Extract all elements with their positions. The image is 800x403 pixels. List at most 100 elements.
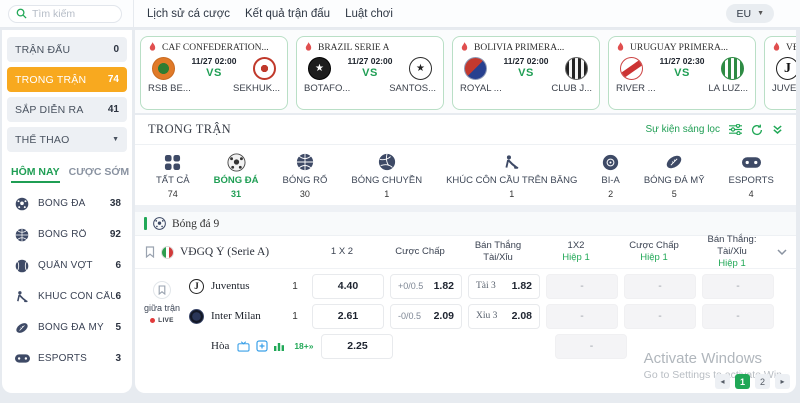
- page-1-button[interactable]: 1: [735, 374, 750, 389]
- column-header-handicap: Cược Chấp: [395, 246, 445, 258]
- sidebar-sport-esports[interactable]: ESPORTS 3: [2, 343, 132, 374]
- page-next-button[interactable]: ▸: [775, 374, 790, 389]
- billiards-icon: [602, 152, 619, 172]
- sport-count: 3: [115, 353, 121, 364]
- tab-billiards[interactable]: BI-A 2: [589, 152, 631, 199]
- nav-rules[interactable]: Luật chơi: [345, 7, 393, 20]
- nav-match-results[interactable]: Kết quả trận đấu: [245, 7, 331, 20]
- odds-over[interactable]: Tài 3 1.82: [468, 273, 540, 299]
- tab-hom-nay[interactable]: HÔM NAY: [11, 166, 60, 183]
- sidebar-item-tran-dau[interactable]: TRẬN ĐẤU 0: [7, 37, 127, 62]
- tab-count: 2: [608, 189, 614, 199]
- tab-basketball[interactable]: BÓNG RỔ 30: [270, 152, 339, 199]
- search-box[interactable]: [8, 4, 122, 23]
- odds-half-handicap-empty: -: [624, 273, 696, 299]
- hot-flame-icon: [461, 42, 468, 51]
- handicap-odds: 1.82: [433, 280, 454, 292]
- tab-cuoc-som[interactable]: CƯỢC SỚM: [68, 166, 130, 178]
- sport-label: QUẦN VỢT: [38, 260, 93, 271]
- draw-label: Hòa: [211, 340, 230, 352]
- odds-format-selector[interactable]: EU ▼: [726, 4, 774, 23]
- match-time: 11/27 02:30: [659, 56, 705, 67]
- league-header-row: VĐGQ Ý (Serie A) 1 X 2 Cược Chấp Bán Thắ…: [135, 234, 796, 269]
- nav-bet-history[interactable]: Lịch sử cá cược: [147, 7, 231, 20]
- match-time: 11/27 02:00: [347, 56, 393, 67]
- pitch-view-icon[interactable]: [256, 340, 268, 352]
- odds-handicap[interactable]: +0/0.5 1.82: [390, 273, 462, 299]
- tab-volleyball[interactable]: BÓNG CHUYỀN 1: [339, 152, 434, 199]
- tab-esports[interactable]: ESPORTS 4: [717, 152, 786, 199]
- inter-milan-logo: [189, 308, 204, 324]
- sidebar: TRẬN ĐẤU 0 TRONG TRẬN 74 SẮP DIỄN RA 41 …: [2, 30, 132, 393]
- odds-draw[interactable]: 2.25: [321, 333, 394, 359]
- column-top: Cược Chấp: [629, 240, 679, 252]
- gamepad-icon: [15, 353, 30, 364]
- live-stream-tv-icon[interactable]: [237, 340, 250, 352]
- page-2-button[interactable]: 2: [755, 374, 770, 389]
- sidebar-item-count: 74: [107, 74, 119, 85]
- tab-count: 31: [231, 189, 242, 199]
- odds-format-value: EU: [736, 7, 752, 20]
- team-score: 1: [292, 310, 298, 322]
- odds-under[interactable]: Xỉu 3 2.08: [468, 303, 540, 329]
- vs-label: VS: [518, 67, 534, 80]
- sidebar-item-label: THỂ THAO: [15, 133, 70, 146]
- handicap-line: -0/0.5: [398, 311, 422, 321]
- bookmark-icon[interactable]: [145, 246, 155, 258]
- tab-ice-hockey[interactable]: KHÚC CÔN CẦU TRÊN BĂNG 1: [434, 152, 589, 199]
- featured-card-caf[interactable]: CAF CONFEDERATION... 11/27 02:00 VS RSB …: [140, 36, 288, 110]
- handicap-line: +0/0.5: [398, 281, 424, 291]
- odds-win[interactable]: 4.40: [312, 273, 384, 299]
- live-dot-icon: [150, 318, 156, 323]
- featured-card-uruguay[interactable]: URUGUAY PRIMERA... 11/27 02:30 VS RIVER …: [608, 36, 756, 110]
- column-header-1x2: 1 X 2: [330, 246, 354, 258]
- tab-label: ESPORTS: [728, 175, 774, 186]
- sidebar-sport-soccer[interactable]: BÓNG ĐÁ 38: [2, 188, 132, 219]
- column-top: Bán Thắng: Tài/Xỉu: [707, 234, 757, 258]
- featured-card-brazil[interactable]: BRAZIL SERIE A 11/27 02:00 VS BOTAFO... …: [296, 36, 444, 110]
- tab-count: 30: [299, 189, 310, 199]
- sidebar-sport-ice-hockey[interactable]: KHÚC CÔN CẦU... 6: [2, 281, 132, 312]
- sidebar-sport-tennis[interactable]: QUẦN VỢT 6: [2, 250, 132, 281]
- hockey-icon: [15, 290, 30, 304]
- hot-flame-icon: [149, 42, 156, 51]
- odds-win[interactable]: 2.61: [312, 303, 384, 329]
- sidebar-item-trong-tran[interactable]: TRONG TRẬN 74: [7, 67, 127, 92]
- sidebar-item-sap-dien-ra[interactable]: SẮP DIỄN RA 41: [7, 97, 127, 122]
- column-top: 1X2: [567, 240, 585, 252]
- league-name: VĐGQ Ý (Serie A): [180, 246, 270, 258]
- tab-soccer[interactable]: BÓNG ĐÁ 31: [202, 152, 271, 199]
- bookmark-icon[interactable]: [153, 281, 171, 299]
- filter-sliders-icon[interactable]: [729, 124, 742, 135]
- tab-label: BÓNG CHUYỀN: [351, 175, 423, 186]
- statistics-icon[interactable]: [274, 341, 285, 351]
- odds-handicap[interactable]: -0/0.5 2.09: [390, 303, 462, 329]
- away-team-name: CLUB J...: [551, 83, 592, 94]
- tab-am-football[interactable]: BÓNG ĐÁ MỸ 5: [632, 152, 717, 199]
- home-team-logo: [308, 57, 331, 80]
- match-status: giữa trận: [143, 303, 181, 313]
- event-filter-label[interactable]: Sự kiện sáng lọc: [645, 124, 720, 135]
- sport-filter-tabs: TẤT CẢ 74 BÓNG ĐÁ 31 BÓNG RỔ 30 BÓNG CHU…: [135, 145, 796, 205]
- sidebar-sport-basketball[interactable]: BÓNG RỔ 92: [2, 219, 132, 250]
- top-bar: Lịch sử cá cược Kết quả trận đấu Luật ch…: [0, 0, 800, 28]
- collapse-all-icon[interactable]: [772, 124, 783, 135]
- featured-card-italy[interactable]: VĐG... JUVE...: [764, 36, 796, 110]
- page-prev-button[interactable]: ◂: [715, 374, 730, 389]
- featured-card-bolivia[interactable]: BOLIVIA PRIMERA... 11/27 02:00 VS ROYAL …: [452, 36, 600, 110]
- football-icon: [15, 321, 30, 335]
- vs-label: VS: [362, 67, 378, 80]
- sport-label: BÓNG ĐÁ MỸ: [38, 322, 104, 333]
- sidebar-sport-am-football[interactable]: BÓNG ĐÁ MỸ 5: [2, 312, 132, 343]
- sidebar-item-the-thao[interactable]: THỂ THAO ▼: [7, 127, 127, 152]
- collapse-league-icon[interactable]: [774, 248, 790, 256]
- tab-label: TẤT CẢ: [156, 175, 190, 186]
- search-input[interactable]: [32, 7, 110, 20]
- italy-flag-icon: [161, 245, 174, 259]
- away-team-name: SEKHUK...: [233, 83, 280, 94]
- in-play-header: TRONG TRẬN Sự kiện sáng lọc: [135, 115, 796, 145]
- refresh-icon[interactable]: [751, 124, 763, 136]
- column-header-1x2-half: 1X2 Hiệp 1: [540, 240, 612, 264]
- pagination: ◂ 1 2 ▸: [715, 374, 790, 389]
- tab-all-sports[interactable]: TẤT CẢ 74: [144, 152, 202, 199]
